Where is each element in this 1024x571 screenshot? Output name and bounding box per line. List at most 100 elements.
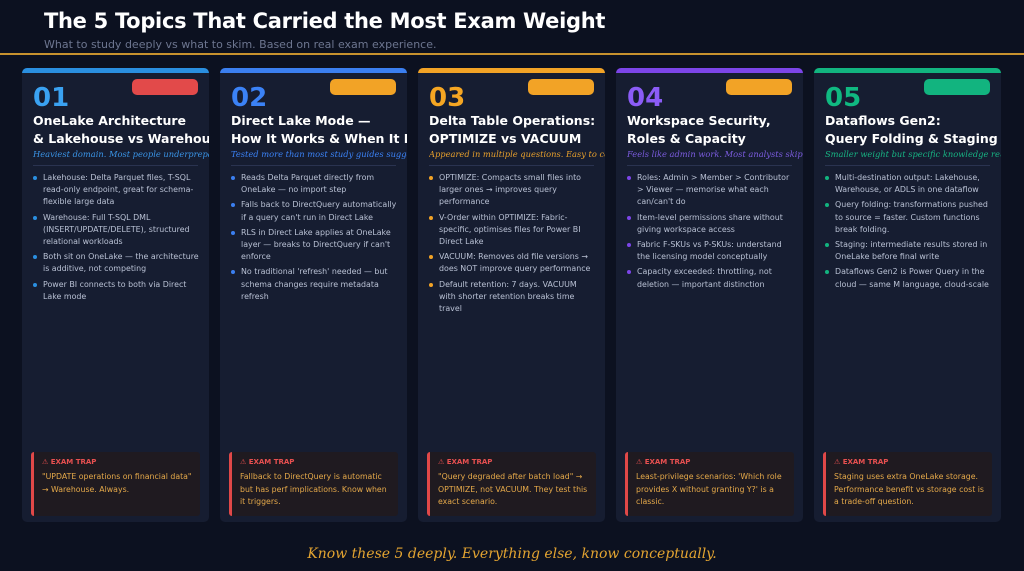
page-title: The 5 Topics That Carried the Most Exam …: [44, 9, 606, 33]
card-title-line: Workspace Security,: [627, 113, 771, 128]
trap-label: ⚠ EXAM TRAP: [834, 458, 889, 466]
card-title-line: OPTIMIZE vs VACUUM: [429, 131, 582, 146]
bullet-text: Dataflows Gen2 is Power Query in the clo…: [835, 267, 989, 289]
accent-bar: [22, 68, 209, 73]
bullet-dot: [627, 176, 631, 180]
bullet: Roles: Admin > Member > Contributor > Vi…: [627, 172, 793, 209]
topic-card: 05 Dataflows Gen2: Query Folding & Staging…: [814, 68, 1001, 522]
card-title-line: Query Folding & Staging: [825, 131, 998, 146]
badge: [924, 79, 990, 95]
bullet-list: Lakehouse: Delta Parquet files, T-SQL re…: [33, 172, 199, 306]
bullet-dot: [825, 243, 829, 248]
divider: [231, 165, 396, 166]
bullet: Item-level permissions share without giv…: [627, 212, 793, 236]
bullet-dot: [627, 215, 631, 220]
accent-bar: [418, 68, 605, 73]
card-subtitle: Appeared in multiple questions. Easy to …: [429, 149, 605, 159]
card-title-line: Dataflows Gen2:: [825, 113, 941, 128]
bullet-dot: [231, 270, 235, 275]
footer-note: Know these 5 deeply. Everything else, kn…: [307, 546, 717, 562]
accent-bar: [814, 68, 1001, 73]
card-number: 01: [33, 83, 70, 113]
bullet-text: Roles: Admin > Member > Contributor > Vi…: [637, 173, 790, 207]
bullet-text: OPTIMIZE: Compacts small files into larg…: [439, 173, 582, 207]
card-title-line: OneLake Architecture: [33, 113, 187, 128]
bullet-dot: [33, 255, 37, 260]
bullet-dot: [33, 215, 37, 220]
bullet: OPTIMIZE: Compacts small files into larg…: [429, 172, 595, 209]
bullet: Query folding: transformations pushed to…: [825, 199, 991, 236]
bullet-text: Power BI connects to both via Direct Lak…: [43, 279, 187, 301]
bullet-dot: [429, 176, 433, 180]
bullet-text: Falls back to DirectQuery automatically …: [241, 200, 397, 222]
card-title: Dataflows Gen2: Query Folding & Staging: [825, 112, 998, 148]
bullet: Dataflows Gen2 is Power Query in the clo…: [825, 266, 991, 290]
bullet-text: Both sit on OneLake — the architecture i…: [43, 252, 199, 274]
divider: [33, 165, 198, 166]
bullet-text: Fabric F-SKUs vs P-SKUs: understand the …: [637, 240, 782, 262]
bullet-text: Multi-destination output: Lakehouse, War…: [835, 173, 980, 195]
bullet: RLS in Direct Lake applies at OneLake la…: [231, 227, 397, 264]
bullet-dot: [231, 203, 235, 208]
bullet-text: Default retention: 7 days. VACUUM with s…: [439, 279, 577, 314]
bullet: Fabric F-SKUs vs P-SKUs: understand the …: [627, 239, 793, 263]
bullet-text: V-Order within OPTIMIZE: Fabric-specific…: [439, 212, 581, 247]
card-title-line: Direct Lake Mode —: [231, 113, 371, 128]
bullet: Falls back to DirectQuery automatically …: [231, 199, 397, 223]
bullet-dot: [33, 282, 37, 287]
bullet-text: RLS in Direct Lake applies at OneLake la…: [241, 227, 391, 262]
bullet-dot: [825, 270, 829, 275]
exam-trap: ⚠ EXAM TRAP "UPDATE operations on financi…: [31, 452, 200, 516]
bullet-text: Capacity exceeded: throttling, not delet…: [637, 267, 772, 289]
trap-text: "UPDATE operations on financial data" → …: [42, 472, 192, 494]
bullet: V-Order within OPTIMIZE: Fabric-specific…: [429, 212, 595, 249]
bullet: Warehouse: Full T-SQL DML (INSERT/UPDATE…: [33, 212, 199, 249]
bullet-dot: [429, 255, 433, 260]
badge: [132, 79, 198, 95]
bullet: Capacity exceeded: throttling, not delet…: [627, 266, 793, 290]
card-title: Direct Lake Mode — How It Works & When It…: [231, 112, 407, 148]
card-title-line: & Lakehouse vs Warehouse: [33, 131, 209, 146]
trap-label: ⚠ EXAM TRAP: [636, 458, 691, 466]
bullet-text: Lakehouse: Delta Parquet files, T-SQL re…: [43, 173, 194, 207]
bullet-list: Roles: Admin > Member > Contributor > Vi…: [627, 172, 793, 294]
topic-card: 01 OneLake Architecture & Lakehouse vs War…: [22, 68, 209, 522]
bullet: Power BI connects to both via Direct Lak…: [33, 279, 199, 303]
bullet: Multi-destination output: Lakehouse, War…: [825, 172, 991, 196]
trap-text: Least-privilege scenarios: 'Which role p…: [636, 472, 782, 506]
bullet-dot: [627, 270, 631, 275]
bullet-text: Reads Delta Parquet directly from OneLak…: [241, 173, 375, 195]
accent-bar: [220, 68, 407, 73]
bullet-dot: [825, 176, 829, 180]
topic-card: 03 Delta Table Operations: OPTIMIZE vs VAC…: [418, 68, 605, 522]
divider: [429, 165, 594, 166]
bullet-list: Reads Delta Parquet directly from OneLak…: [231, 172, 397, 306]
card-subtitle: Feels like admin work. Most analysts ski…: [627, 149, 803, 159]
card-title-line: Roles & Capacity: [627, 131, 746, 146]
bullet: Default retention: 7 days. VACUUM with s…: [429, 279, 595, 316]
bullet-text: Warehouse: Full T-SQL DML (INSERT/UPDATE…: [43, 212, 190, 247]
bullet-text: Query folding: transformations pushed to…: [835, 200, 988, 234]
trap-label: ⚠ EXAM TRAP: [438, 458, 493, 466]
bullet: Staging: intermediate results stored in …: [825, 239, 991, 263]
badge: [330, 79, 396, 95]
trap-label: ⚠ EXAM TRAP: [42, 458, 97, 466]
divider: [825, 165, 990, 166]
trap-label: ⚠ EXAM TRAP: [240, 458, 295, 466]
badge: [726, 79, 792, 95]
divider: [627, 165, 792, 166]
bullet-list: Multi-destination output: Lakehouse, War…: [825, 172, 991, 294]
bullet: Reads Delta Parquet directly from OneLak…: [231, 172, 397, 196]
bullet-dot: [627, 243, 631, 248]
bullet-text: Item-level permissions share without giv…: [637, 212, 783, 234]
bullet-dot: [429, 215, 433, 220]
trap-text: "Query degraded after batch load" → OPTI…: [438, 472, 588, 506]
card-title: Workspace Security, Roles & Capacity: [627, 112, 771, 148]
bullet-text: No traditional 'refresh' needed — but sc…: [241, 267, 388, 301]
bullet: VACUUM: Removes old file versions → does…: [429, 251, 595, 275]
card-number: 03: [429, 83, 466, 113]
bullet: Lakehouse: Delta Parquet files, T-SQL re…: [33, 172, 199, 209]
bullet-dot: [231, 176, 235, 180]
badge: [528, 79, 594, 95]
